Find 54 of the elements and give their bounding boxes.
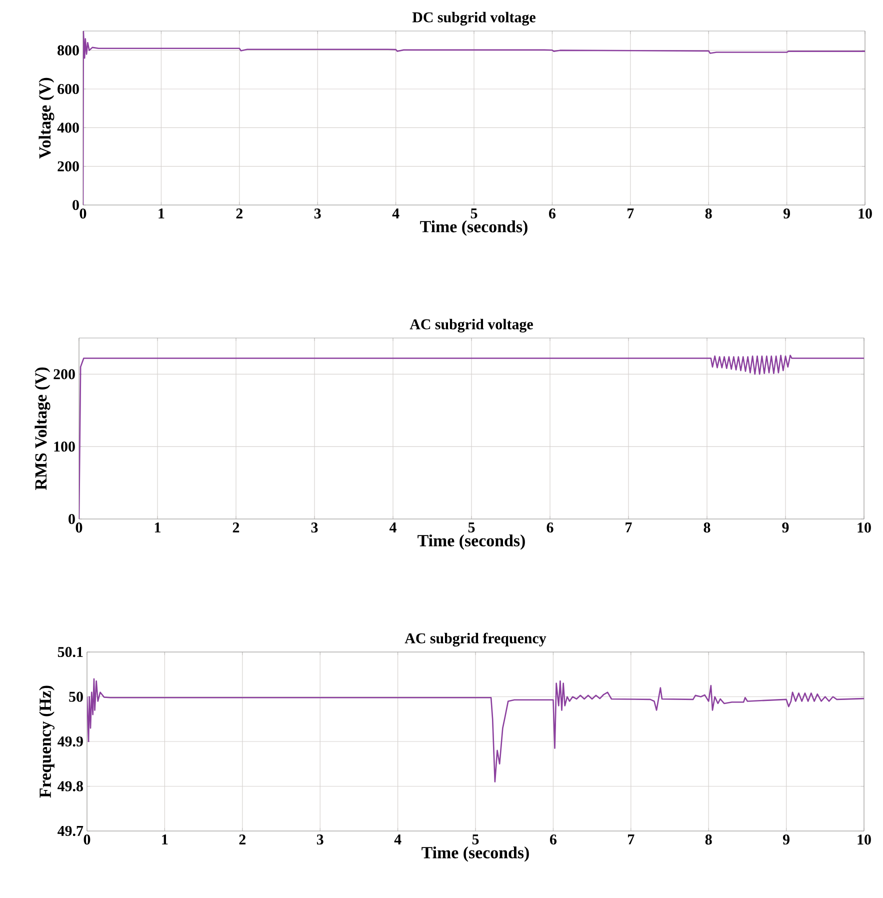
y-tick-label: 600 <box>58 84 79 94</box>
y-tick-label: 49.9 <box>58 736 83 747</box>
x-tick-label: 4 <box>392 208 400 218</box>
chart-title: AC subgrid voltage <box>410 318 533 332</box>
y-axis-title: Frequency (Hz) <box>39 686 54 798</box>
x-tick-label: 3 <box>314 208 321 219</box>
y-axis-title: Voltage (V) <box>38 78 54 159</box>
x-axis-title: Time (seconds) <box>422 846 529 862</box>
y-tick-label: 0 <box>68 514 75 524</box>
x-tick-label: 8 <box>705 208 712 219</box>
x-tick-label: 5 <box>470 208 478 218</box>
x-tick-label: 3 <box>316 834 324 845</box>
x-tick-label: 10 <box>858 834 871 845</box>
x-tick-label: 10 <box>858 522 871 533</box>
y-tick-label: 800 <box>58 45 79 56</box>
x-tick-label: 6 <box>550 834 556 845</box>
y-tick-label: 200 <box>58 161 79 172</box>
chart-title: AC subgrid frequency <box>404 632 546 646</box>
x-tick-label: 1 <box>162 834 168 844</box>
y-tick-label: 50.1 <box>58 646 83 658</box>
x-tick-label: 8 <box>705 834 712 845</box>
y-tick-label: 0 <box>72 200 79 210</box>
x-tick-label: 9 <box>782 834 790 845</box>
x-tick-label: 6 <box>546 522 554 533</box>
x-axis-title: Time (seconds) <box>418 534 525 550</box>
line-series <box>87 678 864 782</box>
x-tick-label: 1 <box>158 208 164 218</box>
x-tick-label: 2 <box>236 208 242 218</box>
y-tick-label: 50 <box>69 692 83 702</box>
x-tick-label: 2 <box>232 522 240 532</box>
y-axis-title: RMS Voltage (V) <box>34 367 50 490</box>
y-tick-label: 100 <box>54 442 75 452</box>
x-tick-label: 4 <box>389 522 396 532</box>
y-tick-label: 200 <box>54 369 75 380</box>
y-tick-label: 49.7 <box>58 826 84 836</box>
y-tick-label: 400 <box>57 122 79 133</box>
x-tick-label: 6 <box>548 208 556 219</box>
x-tick-label: 4 <box>394 834 402 844</box>
x-tick-label: 0 <box>84 834 90 845</box>
x-axis-title: Time (seconds) <box>420 220 528 236</box>
chart-title: DC subgrid voltage <box>412 12 536 26</box>
x-tick-label: 5 <box>468 522 475 532</box>
x-tick-label: 9 <box>783 208 790 219</box>
x-tick-label: 3 <box>311 522 318 533</box>
x-tick-label: 7 <box>628 208 634 218</box>
x-tick-label: 7 <box>628 834 634 844</box>
x-tick-label: 7 <box>626 522 632 532</box>
x-tick-label: 1 <box>154 522 160 532</box>
x-tick-label: 9 <box>782 522 789 533</box>
x-tick-label: 2 <box>239 834 246 844</box>
x-tick-label: 5 <box>472 834 479 844</box>
x-tick-label: 8 <box>704 522 710 533</box>
y-tick-label: 49.8 <box>58 781 83 792</box>
x-tick-label: 10 <box>858 208 872 219</box>
